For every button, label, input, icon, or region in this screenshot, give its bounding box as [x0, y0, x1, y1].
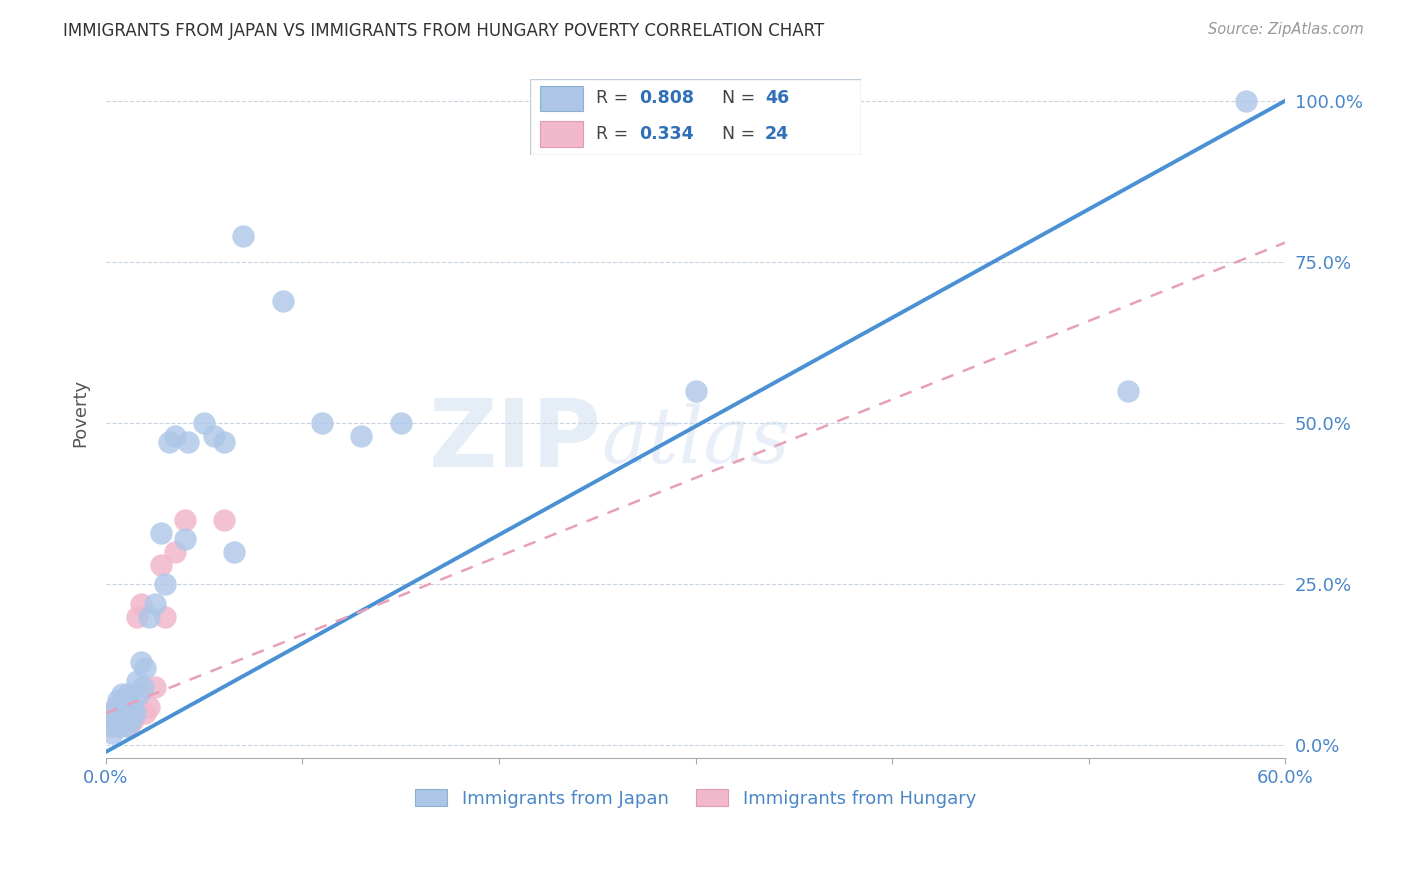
Point	[111, 687, 134, 701]
Point	[122, 713, 145, 727]
Point	[114, 719, 136, 733]
Point	[149, 525, 172, 540]
Point	[104, 699, 127, 714]
Point	[108, 719, 131, 733]
Point	[129, 597, 152, 611]
Point	[104, 699, 127, 714]
Point	[117, 687, 139, 701]
Point	[685, 384, 707, 398]
Y-axis label: Poverty: Poverty	[72, 379, 89, 448]
Point	[114, 699, 136, 714]
Point	[124, 706, 146, 721]
Point	[212, 435, 235, 450]
Point	[153, 577, 176, 591]
Point	[98, 719, 121, 733]
Point	[132, 681, 155, 695]
Point	[118, 706, 141, 721]
Point	[163, 545, 186, 559]
Point	[134, 706, 156, 721]
Point	[389, 416, 412, 430]
Point	[129, 655, 152, 669]
Point	[138, 699, 160, 714]
Legend: Immigrants from Japan, Immigrants from Hungary: Immigrants from Japan, Immigrants from H…	[408, 782, 983, 815]
Point	[114, 713, 136, 727]
Point	[232, 229, 254, 244]
Point	[117, 706, 139, 721]
Point	[127, 609, 149, 624]
Text: atlas: atlas	[602, 403, 790, 479]
Point	[177, 435, 200, 450]
Point	[104, 719, 127, 733]
Point	[127, 673, 149, 688]
Point	[107, 713, 129, 727]
Point	[112, 693, 135, 707]
Point	[120, 713, 142, 727]
Point	[222, 545, 245, 559]
Point	[111, 713, 134, 727]
Point	[149, 558, 172, 572]
Point	[350, 429, 373, 443]
Point	[103, 713, 125, 727]
Point	[111, 706, 134, 721]
Text: IMMIGRANTS FROM JAPAN VS IMMIGRANTS FROM HUNGARY POVERTY CORRELATION CHART: IMMIGRANTS FROM JAPAN VS IMMIGRANTS FROM…	[63, 22, 824, 40]
Point	[112, 699, 135, 714]
Point	[311, 416, 333, 430]
Point	[1116, 384, 1139, 398]
Point	[108, 699, 131, 714]
Point	[101, 725, 124, 739]
Text: Source: ZipAtlas.com: Source: ZipAtlas.com	[1208, 22, 1364, 37]
Point	[118, 719, 141, 733]
Point	[117, 706, 139, 721]
Point	[124, 706, 146, 721]
Point	[107, 719, 129, 733]
Point	[101, 706, 124, 721]
Point	[212, 513, 235, 527]
Point	[1234, 94, 1257, 108]
Point	[163, 429, 186, 443]
Point	[107, 693, 129, 707]
Point	[112, 713, 135, 727]
Point	[134, 661, 156, 675]
Point	[271, 293, 294, 308]
Point	[193, 416, 215, 430]
Point	[173, 532, 195, 546]
Text: ZIP: ZIP	[429, 395, 602, 487]
Point	[202, 429, 225, 443]
Point	[173, 513, 195, 527]
Point	[108, 706, 131, 721]
Point	[138, 609, 160, 624]
Point	[128, 687, 150, 701]
Point	[103, 706, 125, 721]
Point	[157, 435, 180, 450]
Point	[120, 699, 142, 714]
Point	[143, 597, 166, 611]
Point	[143, 681, 166, 695]
Point	[122, 699, 145, 714]
Point	[98, 713, 121, 727]
Point	[153, 609, 176, 624]
